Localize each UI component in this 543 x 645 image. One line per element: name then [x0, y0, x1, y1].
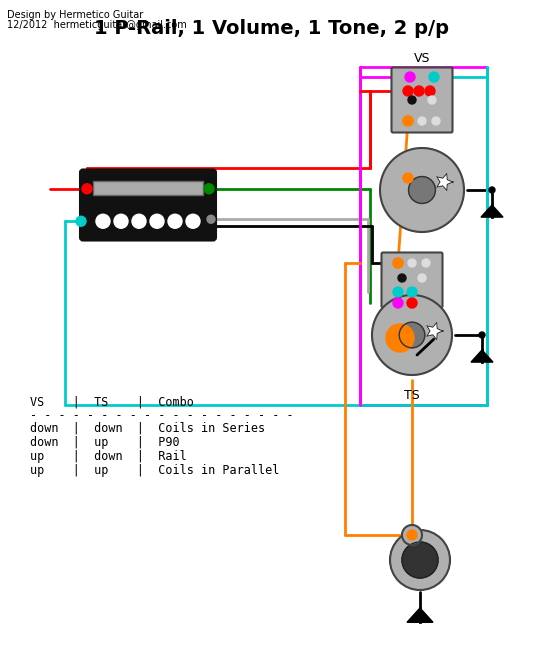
- Circle shape: [408, 177, 435, 203]
- Circle shape: [372, 295, 452, 375]
- Circle shape: [204, 184, 214, 194]
- FancyBboxPatch shape: [80, 170, 216, 208]
- Polygon shape: [481, 205, 503, 217]
- Circle shape: [414, 86, 424, 96]
- Text: 1 P-Rail, 1 Volume, 1 Tone, 2 p/p: 1 P-Rail, 1 Volume, 1 Tone, 2 p/p: [93, 19, 449, 37]
- Text: up    |  up    |  Coils in Parallel: up | up | Coils in Parallel: [30, 464, 280, 477]
- Text: 12/2012  hermeticguitar@gmail.com: 12/2012 hermeticguitar@gmail.com: [7, 20, 187, 30]
- Text: VS    |  TS    |  Combo: VS | TS | Combo: [30, 395, 194, 408]
- Circle shape: [150, 214, 164, 228]
- Circle shape: [402, 525, 422, 545]
- FancyBboxPatch shape: [392, 68, 452, 132]
- Circle shape: [403, 116, 413, 126]
- Circle shape: [422, 259, 430, 267]
- Circle shape: [403, 116, 413, 126]
- Circle shape: [386, 324, 414, 352]
- Circle shape: [402, 542, 438, 578]
- FancyBboxPatch shape: [382, 252, 443, 308]
- Text: VS: VS: [414, 52, 430, 65]
- Circle shape: [408, 96, 416, 104]
- Circle shape: [393, 287, 403, 297]
- Circle shape: [380, 148, 464, 232]
- Text: - - - - - - - - - - - - - - - - - - -: - - - - - - - - - - - - - - - - - - -: [30, 409, 294, 422]
- Circle shape: [96, 214, 110, 228]
- Circle shape: [418, 274, 426, 282]
- Circle shape: [132, 214, 146, 228]
- Circle shape: [405, 72, 415, 82]
- Circle shape: [432, 117, 440, 125]
- Circle shape: [403, 86, 413, 96]
- Circle shape: [393, 298, 403, 308]
- Circle shape: [390, 530, 450, 590]
- Circle shape: [429, 72, 439, 82]
- Circle shape: [168, 214, 182, 228]
- Circle shape: [441, 179, 447, 185]
- Circle shape: [489, 187, 495, 193]
- Text: TS: TS: [404, 389, 420, 402]
- Text: down  |  up    |  P90: down | up | P90: [30, 436, 180, 449]
- Circle shape: [407, 287, 417, 297]
- Circle shape: [393, 258, 403, 268]
- Circle shape: [398, 274, 406, 282]
- Circle shape: [407, 530, 417, 540]
- Circle shape: [207, 215, 215, 223]
- Circle shape: [186, 214, 200, 228]
- Polygon shape: [427, 322, 443, 339]
- Circle shape: [393, 258, 403, 268]
- FancyBboxPatch shape: [80, 202, 216, 241]
- Circle shape: [403, 173, 413, 183]
- Circle shape: [408, 259, 416, 267]
- Circle shape: [399, 322, 425, 348]
- Circle shape: [407, 298, 417, 308]
- Text: up    |  down  |  Rail: up | down | Rail: [30, 450, 187, 463]
- Circle shape: [431, 328, 437, 334]
- Circle shape: [428, 96, 436, 104]
- Polygon shape: [407, 608, 433, 622]
- Polygon shape: [471, 350, 493, 362]
- Text: down  |  down  |  Coils in Series: down | down | Coils in Series: [30, 422, 265, 435]
- Text: Design by Hermetico Guitar: Design by Hermetico Guitar: [7, 10, 143, 20]
- Circle shape: [114, 214, 128, 228]
- Circle shape: [425, 86, 435, 96]
- Circle shape: [479, 332, 485, 338]
- Polygon shape: [437, 174, 453, 190]
- Circle shape: [418, 117, 426, 125]
- Circle shape: [76, 216, 86, 226]
- Circle shape: [82, 184, 92, 194]
- Bar: [93, 181, 203, 195]
